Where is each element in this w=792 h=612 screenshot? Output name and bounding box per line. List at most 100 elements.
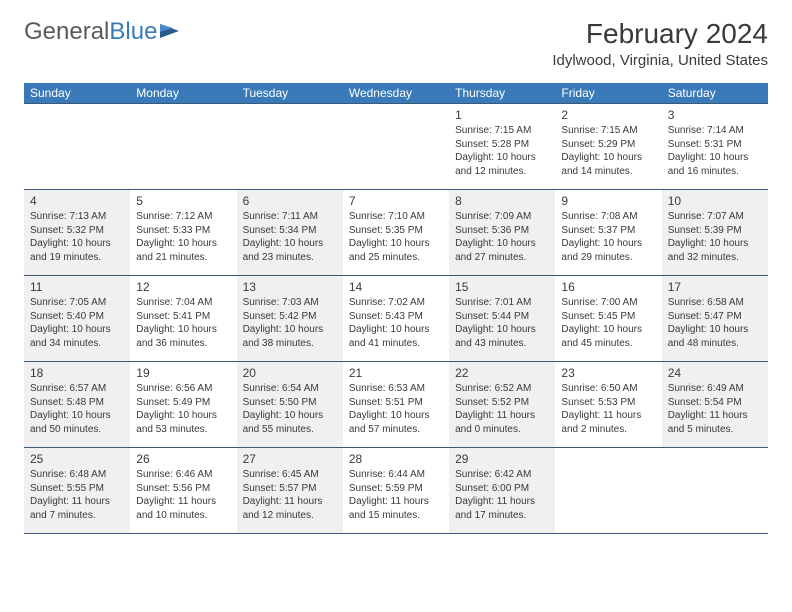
- day-number: 11: [30, 279, 124, 295]
- day-number: 12: [136, 279, 230, 295]
- sunrise-text: Sunrise: 7:13 AM: [30, 210, 124, 224]
- day-number: 21: [349, 365, 443, 381]
- week-row: 4Sunrise: 7:13 AMSunset: 5:32 PM Daylight…: [24, 190, 768, 276]
- daylight-text: Daylight: 11 hours and 5 minutes.: [668, 409, 762, 436]
- sunset-text: Sunset: 5:29 PM: [561, 138, 655, 152]
- daylight-text: Daylight: 10 hours and 43 minutes.: [455, 323, 549, 350]
- day-cell: 13Sunrise: 7:03 AMSunset: 5:42 PMDayligh…: [237, 276, 343, 362]
- sunset-text: Sunset: 5:31 PM: [668, 138, 762, 152]
- daylight-text: Daylight: 10 hours and 27 minutes.: [455, 237, 549, 264]
- day-cell: [343, 104, 449, 190]
- day-cell: 27Sunrise: 6:45 AMSunset: 5:57 PMDayligh…: [237, 448, 343, 534]
- daylight-text: Daylight: 10 hours and 34 minutes.: [30, 323, 124, 350]
- daylight-text: Daylight: 10 hours and 32 minutes.: [668, 237, 762, 264]
- sunset-text: Sunset: 5:32 PM: [30, 224, 124, 238]
- daylight-text: Daylight: 10 hours and 12 minutes.: [455, 151, 549, 178]
- day-number: 15: [455, 279, 549, 295]
- day-cell: 16Sunrise: 7:00 AMSunset: 5:45 PMDayligh…: [555, 276, 661, 362]
- day-number: 20: [243, 365, 337, 381]
- day-header-saturday: Saturday: [662, 83, 768, 104]
- daylight-text: Daylight: 11 hours and 7 minutes.: [30, 495, 124, 522]
- sunset-text: Sunset: 5:47 PM: [668, 310, 762, 324]
- day-cell: [662, 448, 768, 534]
- day-number: 18: [30, 365, 124, 381]
- sunrise-text: Sunrise: 6:46 AM: [136, 468, 230, 482]
- daylight-text: Daylight: 11 hours and 2 minutes.: [561, 409, 655, 436]
- day-cell: 15Sunrise: 7:01 AMSunset: 5:44 PMDayligh…: [449, 276, 555, 362]
- sunset-text: Sunset: 5:40 PM: [30, 310, 124, 324]
- sunrise-text: Sunrise: 6:53 AM: [349, 382, 443, 396]
- sunset-text: Sunset: 5:42 PM: [243, 310, 337, 324]
- sunset-text: Sunset: 5:49 PM: [136, 396, 230, 410]
- day-number: 28: [349, 451, 443, 467]
- day-number: 14: [349, 279, 443, 295]
- sunset-text: Sunset: 5:55 PM: [30, 482, 124, 496]
- day-header-thursday: Thursday: [449, 83, 555, 104]
- day-number: 1: [455, 107, 549, 123]
- day-number: 27: [243, 451, 337, 467]
- logo-text-2: Blue: [109, 18, 157, 46]
- day-cell: 1Sunrise: 7:15 AMSunset: 5:28 PMDaylight…: [449, 104, 555, 190]
- day-number: 5: [136, 193, 230, 209]
- sunrise-text: Sunrise: 7:01 AM: [455, 296, 549, 310]
- sunrise-text: Sunrise: 7:05 AM: [30, 296, 124, 310]
- day-header-monday: Monday: [130, 83, 236, 104]
- day-cell: 24Sunrise: 6:49 AMSunset: 5:54 PMDayligh…: [662, 362, 768, 448]
- day-number: 7: [349, 193, 443, 209]
- logo: GeneralBlue: [24, 18, 181, 46]
- day-cell: 5Sunrise: 7:12 AMSunset: 5:33 PMDaylight…: [130, 190, 236, 276]
- sunset-text: Sunset: 5:41 PM: [136, 310, 230, 324]
- sunset-text: Sunset: 5:54 PM: [668, 396, 762, 410]
- day-number: 9: [561, 193, 655, 209]
- day-cell: 9Sunrise: 7:08 AMSunset: 5:37 PMDaylight…: [555, 190, 661, 276]
- daylight-text: Daylight: 10 hours and 23 minutes.: [243, 237, 337, 264]
- day-cell: 23Sunrise: 6:50 AMSunset: 5:53 PMDayligh…: [555, 362, 661, 448]
- day-number: 13: [243, 279, 337, 295]
- calendar-table: Sunday Monday Tuesday Wednesday Thursday…: [24, 83, 768, 534]
- sunset-text: Sunset: 5:57 PM: [243, 482, 337, 496]
- week-row: 25Sunrise: 6:48 AMSunset: 5:55 PMDayligh…: [24, 448, 768, 534]
- day-cell: 18Sunrise: 6:57 AMSunset: 5:48 PMDayligh…: [24, 362, 130, 448]
- sunrise-text: Sunrise: 6:56 AM: [136, 382, 230, 396]
- sunrise-text: Sunrise: 7:03 AM: [243, 296, 337, 310]
- day-number: 29: [455, 451, 549, 467]
- day-number: 8: [455, 193, 549, 209]
- sunrise-text: Sunrise: 7:08 AM: [561, 210, 655, 224]
- day-number: 24: [668, 365, 762, 381]
- daylight-text: Daylight: 10 hours and 14 minutes.: [561, 151, 655, 178]
- day-cell: 11Sunrise: 7:05 AMSunset: 5:40 PMDayligh…: [24, 276, 130, 362]
- day-cell: [130, 104, 236, 190]
- week-row: 11Sunrise: 7:05 AMSunset: 5:40 PMDayligh…: [24, 276, 768, 362]
- day-number: 3: [668, 107, 762, 123]
- day-cell: 7Sunrise: 7:10 AMSunset: 5:35 PMDaylight…: [343, 190, 449, 276]
- daylight-text: Daylight: 10 hours and 25 minutes.: [349, 237, 443, 264]
- sunset-text: Sunset: 5:53 PM: [561, 396, 655, 410]
- daylight-text: Daylight: 10 hours and 38 minutes.: [243, 323, 337, 350]
- daylight-text: Daylight: 10 hours and 36 minutes.: [136, 323, 230, 350]
- day-cell: 10Sunrise: 7:07 AMSunset: 5:39 PMDayligh…: [662, 190, 768, 276]
- day-cell: 26Sunrise: 6:46 AMSunset: 5:56 PMDayligh…: [130, 448, 236, 534]
- sunset-text: Sunset: 5:35 PM: [349, 224, 443, 238]
- day-cell: 20Sunrise: 6:54 AMSunset: 5:50 PMDayligh…: [237, 362, 343, 448]
- month-title: February 2024: [552, 18, 768, 50]
- day-header-sunday: Sunday: [24, 83, 130, 104]
- sunrise-text: Sunrise: 6:52 AM: [455, 382, 549, 396]
- daylight-text: Daylight: 11 hours and 0 minutes.: [455, 409, 549, 436]
- daylight-text: Daylight: 10 hours and 21 minutes.: [136, 237, 230, 264]
- sunrise-text: Sunrise: 6:58 AM: [668, 296, 762, 310]
- day-cell: [237, 104, 343, 190]
- logo-text-1: General: [24, 18, 109, 46]
- daylight-text: Daylight: 10 hours and 55 minutes.: [243, 409, 337, 436]
- daylight-text: Daylight: 11 hours and 17 minutes.: [455, 495, 549, 522]
- daylight-text: Daylight: 10 hours and 50 minutes.: [30, 409, 124, 436]
- sunset-text: Sunset: 5:45 PM: [561, 310, 655, 324]
- day-number: 10: [668, 193, 762, 209]
- day-cell: 29Sunrise: 6:42 AMSunset: 6:00 PMDayligh…: [449, 448, 555, 534]
- sunrise-text: Sunrise: 6:48 AM: [30, 468, 124, 482]
- sunset-text: Sunset: 5:37 PM: [561, 224, 655, 238]
- day-cell: 4Sunrise: 7:13 AMSunset: 5:32 PMDaylight…: [24, 190, 130, 276]
- sunset-text: Sunset: 5:33 PM: [136, 224, 230, 238]
- day-number: 4: [30, 193, 124, 209]
- daylight-text: Daylight: 10 hours and 29 minutes.: [561, 237, 655, 264]
- daylight-text: Daylight: 10 hours and 57 minutes.: [349, 409, 443, 436]
